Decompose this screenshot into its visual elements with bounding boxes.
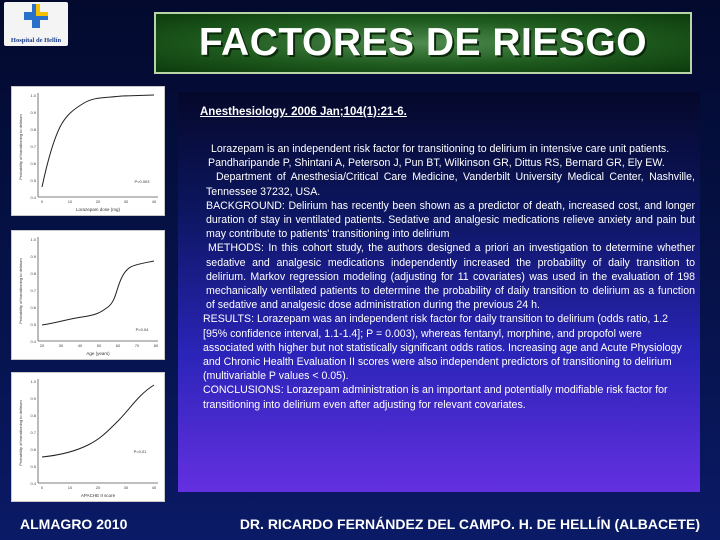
plot-xlabel: Lorazepam dose (mg) — [76, 207, 121, 212]
ytick: 0.9 — [30, 254, 36, 259]
ytick: 0.4 — [30, 195, 36, 200]
curve-line — [41, 260, 155, 326]
abstract-conclusions: CONCLUSIONS: Lorazepam administration is… — [203, 384, 668, 411]
ytick: 0.9 — [30, 396, 36, 401]
curve-line — [41, 384, 155, 458]
xtick: 30 — [124, 199, 129, 204]
ytick: 0.6 — [30, 305, 36, 310]
xtick: 40 — [152, 485, 157, 490]
abstract-methods: METHODS: In this cohort study, the autho… — [206, 242, 695, 312]
ytick: 0.9 — [30, 110, 36, 115]
hospital-cross-icon — [24, 4, 48, 28]
plot-xlabel: Age (years) — [86, 351, 110, 356]
curve-line — [41, 94, 155, 188]
ytick: 1.0 — [30, 93, 36, 98]
plot-xlabel: APACHE II score — [81, 493, 116, 498]
article-affiliation: Department of Anesthesia/Critical Care M… — [206, 171, 695, 198]
xtick: 60 — [116, 343, 121, 348]
plot-ylabel: Probability of transitioning to delirium — [18, 400, 23, 466]
plot-age: 1.0 0.9 0.8 0.7 0.6 0.5 0.4 20 30 40 50 … — [11, 230, 165, 360]
abstract-body: Lorazepam is an independent risk factor … — [203, 142, 695, 412]
plot-annotation: P=0.003 — [134, 179, 150, 184]
xtick: 0 — [41, 199, 44, 204]
ytick: 0.8 — [30, 271, 36, 276]
plot-ylabel: Probability of transitioning to delirium — [18, 258, 23, 324]
footer-event: ALMAGRO 2010 — [20, 516, 128, 532]
xtick: 30 — [59, 343, 64, 348]
plot-lorazepam: 1.0 0.9 0.8 0.7 0.6 0.5 0.4 0 10 20 30 4… — [11, 86, 165, 216]
xtick: 40 — [152, 199, 157, 204]
logo-text: Hospital de Hellín — [10, 37, 62, 44]
xtick: 20 — [96, 485, 101, 490]
slide-title: FACTORES DE RIESGO — [198, 21, 648, 64]
xtick: 50 — [97, 343, 102, 348]
ytick: 0.6 — [30, 447, 36, 452]
xtick: 20 — [40, 343, 45, 348]
ytick: 0.4 — [30, 339, 36, 344]
article-citation: Anesthesiology. 2006 Jan;104(1):21-6. — [200, 106, 407, 118]
xtick: 40 — [78, 343, 83, 348]
xtick: 10 — [68, 485, 73, 490]
ytick: 0.7 — [30, 430, 36, 435]
xtick: 10 — [68, 199, 73, 204]
ytick: 0.5 — [30, 322, 36, 327]
hospital-logo: Hospital de Hellín — [4, 2, 68, 46]
footer-author: DR. RICARDO FERNÁNDEZ DEL CAMPO. H. DE H… — [239, 516, 700, 532]
ytick: 0.8 — [30, 413, 36, 418]
ytick: 0.5 — [30, 178, 36, 183]
abstract-background: BACKGROUND: Delirium has recently been s… — [206, 199, 695, 241]
xtick: 80 — [154, 343, 159, 348]
article-title: Lorazepam is an independent risk factor … — [211, 143, 670, 155]
ytick: 0.7 — [30, 288, 36, 293]
xtick: 0 — [41, 485, 44, 490]
plot-annotation: P=0.01 — [134, 449, 148, 454]
xtick: 20 — [96, 199, 101, 204]
ytick: 0.4 — [30, 481, 36, 486]
title-banner: FACTORES DE RIESGO — [154, 12, 692, 74]
xtick: 70 — [135, 343, 140, 348]
plot-annotation: P=0.04 — [136, 327, 150, 332]
ytick: 0.5 — [30, 464, 36, 469]
ytick: 1.0 — [30, 379, 36, 384]
ytick: 0.7 — [30, 144, 36, 149]
plot-ylabel: Probability of transitioning to delirium — [18, 114, 23, 180]
xtick: 30 — [124, 485, 129, 490]
abstract-results: RESULTS: Lorazepam was an independent ri… — [203, 313, 682, 383]
ytick: 0.8 — [30, 127, 36, 132]
article-authors: Pandharipande P, Shintani A, Peterson J,… — [208, 157, 665, 170]
plot-apache: 1.0 0.9 0.8 0.7 0.6 0.5 0.4 0 10 20 30 4… — [11, 372, 165, 502]
ytick: 1.0 — [30, 237, 36, 242]
ytick: 0.6 — [30, 161, 36, 166]
abstract-panel: Anesthesiology. 2006 Jan;104(1):21-6. Lo… — [178, 92, 700, 492]
